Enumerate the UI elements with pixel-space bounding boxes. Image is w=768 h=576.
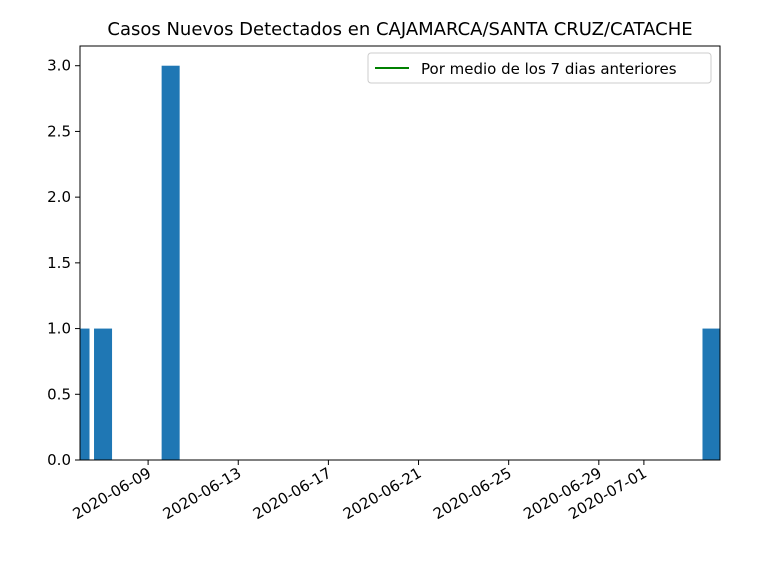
y-tick-label: 1.5 [47,254,71,272]
y-tick-label: 0.5 [47,385,71,403]
bar-2020-07-04 [702,328,720,460]
x-tick-label: 2020-06-17 [250,464,335,523]
y-tick-label: 1.0 [47,320,71,338]
x-tick-label: 2020-06-21 [340,464,425,523]
y-tick-label: 3.0 [47,57,71,75]
legend-box [367,52,712,84]
x-axis: 2020-06-09 2020-06-13 2020-06-17 2020-06-21… [70,460,650,523]
chart-title: Casos Nuevos Detectados en CAJAMARCA/SAN… [107,19,692,40]
x-tick-label: 2020-06-09 [70,464,155,523]
y-tick-label: 0.0 [47,451,71,469]
bars-group [80,65,720,460]
plot-frame [79,45,721,461]
y-tick-label: 2.0 [47,188,71,206]
legend-label: Por medio de los 7 dias anteriores [421,60,677,78]
bar-2020-06-10 [161,65,180,460]
bar-2020-06-06 [80,328,90,460]
bar-2020-06-07 [94,328,113,460]
legend: Por medio de los 7 dias anteriores [367,52,712,84]
y-tick-label: 2.5 [47,122,71,140]
y-axis: 0.0 0.5 1.0 1.5 2.0 2.5 3.0 [47,57,80,469]
x-tick-label: 2020-06-13 [160,464,245,523]
x-tick-label: 2020-06-25 [430,464,515,523]
